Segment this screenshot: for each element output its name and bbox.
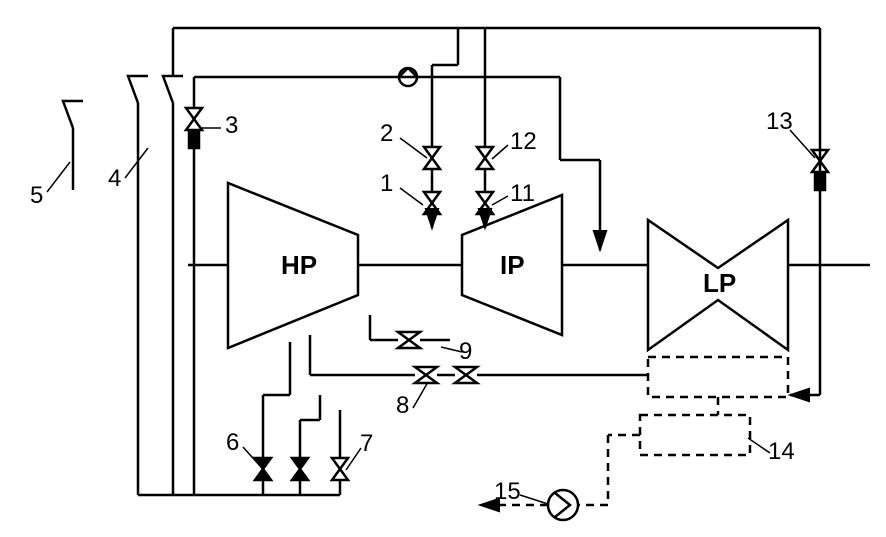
callout-7: 7	[360, 430, 373, 458]
callout-1: 1	[380, 170, 393, 198]
callout-9: 9	[459, 338, 472, 366]
callout-5: 5	[30, 182, 43, 210]
ip-label: IP	[500, 250, 525, 281]
callout-6: 6	[226, 429, 239, 457]
callout-11: 11	[510, 180, 535, 208]
lp-label: LP	[703, 268, 736, 299]
callout-12: 12	[510, 128, 537, 156]
callout-8: 8	[396, 392, 409, 420]
callout-15: 15	[494, 478, 521, 506]
callout-13: 13	[766, 108, 793, 136]
callout-2: 2	[380, 120, 393, 148]
callout-14: 14	[768, 438, 795, 466]
hp-label: HP	[281, 250, 317, 281]
callout-3: 3	[225, 112, 238, 140]
callout-4: 4	[108, 165, 121, 193]
